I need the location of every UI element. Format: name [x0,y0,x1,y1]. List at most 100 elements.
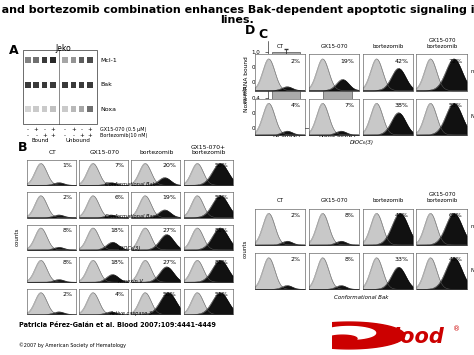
Bar [25,82,31,88]
Text: Patricia Pérez-Galán et al. Blood 2007;109:4441-4449: Patricia Pérez-Galán et al. Blood 2007;1… [19,321,216,328]
Bar [87,82,93,88]
Text: A: A [9,44,18,58]
Text: 6%: 6% [114,195,124,201]
Text: ns-si RNA: ns-si RNA [471,69,474,75]
Text: 7%: 7% [114,163,124,168]
Text: counts: counts [243,239,247,258]
Bar [62,106,68,112]
Text: 27%: 27% [163,260,176,265]
Text: 19%: 19% [163,195,176,201]
Text: ©2007 by American Society of Hematology: ©2007 by American Society of Hematology [19,343,126,348]
Bar [79,82,84,88]
Text: -: - [44,127,46,132]
Bar [71,82,76,88]
Text: 51%: 51% [215,292,228,297]
Polygon shape [293,322,405,349]
Text: 7%: 7% [345,103,355,108]
Text: 81%: 81% [215,260,228,265]
Text: +: + [51,127,55,132]
Text: 19%: 19% [341,59,355,64]
Text: Noxa-siRNA: Noxa-siRNA [471,114,474,119]
Bar [79,106,84,112]
Text: 4%: 4% [114,292,124,297]
Text: 38%: 38% [395,103,409,108]
Text: 2%: 2% [62,195,72,201]
Text: -: - [64,133,66,138]
Text: -: - [73,133,74,138]
Text: bortezomib: bortezomib [373,198,404,203]
Text: 8%: 8% [62,228,72,233]
Text: 56%: 56% [215,163,228,168]
Bar [87,106,93,112]
Text: GX15-070
bortezomib: GX15-070 bortezomib [427,38,458,49]
Text: ®: ® [453,327,460,333]
Text: +: + [88,133,92,138]
Text: lines.: lines. [220,15,254,25]
Text: CT: CT [277,198,284,203]
Bar [50,106,55,112]
Bar [42,58,47,63]
Text: 72%: 72% [448,59,463,64]
Text: Unbound: Unbound [65,138,90,143]
Bar [42,106,47,112]
FancyBboxPatch shape [23,50,97,124]
Text: CT: CT [48,151,56,155]
Bar [272,52,300,128]
Text: 81%: 81% [215,228,228,233]
Bar [71,106,76,112]
Text: 52%: 52% [215,195,228,201]
Text: 2%: 2% [291,257,301,262]
Text: CT: CT [277,44,284,49]
Text: GX15-070: GX15-070 [321,198,348,203]
Text: Active caspase 3: Active caspase 3 [109,311,152,316]
Text: 18%: 18% [110,228,124,233]
Text: 2%: 2% [62,292,72,297]
Text: Noxa-siRNA: Noxa-siRNA [471,268,474,273]
Text: 33%: 33% [395,257,409,262]
Text: 8%: 8% [62,260,72,265]
Text: -: - [27,133,29,138]
Text: +: + [34,127,38,132]
Text: GX15-070 and bortezomib combination enhances Bak-dependent apoptotic signaling i: GX15-070 and bortezomib combination enha… [0,5,474,15]
Text: ns-si RNA: ns-si RNA [471,224,474,229]
Text: 2%: 2% [291,213,301,218]
Text: +: + [71,127,76,132]
Text: 53%: 53% [449,103,463,108]
Text: Bak: Bak [100,82,112,87]
Bar [42,82,47,88]
Bar [323,76,352,128]
Text: -: - [27,127,29,132]
Text: D: D [245,24,255,37]
Text: C: C [258,28,267,41]
Polygon shape [328,335,357,342]
Text: counts: counts [243,85,247,103]
Text: +: + [51,133,55,138]
Text: blood: blood [379,327,444,347]
Text: DiOC₆(3): DiOC₆(3) [119,246,141,251]
Bar [25,106,31,112]
Text: GX15-070 (0.5 μM): GX15-070 (0.5 μM) [100,127,146,132]
Text: Bortezomib(10 nM): Bortezomib(10 nM) [100,133,147,138]
Text: 4%: 4% [291,103,301,108]
Text: -: - [64,127,66,132]
Text: Noxa: Noxa [100,107,116,112]
Text: +: + [79,133,84,138]
Text: B: B [18,141,27,154]
Text: 27%: 27% [163,228,176,233]
Text: GX15-070: GX15-070 [89,151,119,155]
Polygon shape [322,327,375,339]
Bar [50,82,55,88]
Text: 8%: 8% [345,257,355,262]
Text: -: - [81,127,82,132]
Bar [34,106,39,112]
Text: bortezomib: bortezomib [373,44,404,49]
Text: GX15-070
bortezomib: GX15-070 bortezomib [427,192,458,203]
Text: 20%: 20% [163,163,176,168]
Text: +: + [42,133,47,138]
Text: -: - [35,133,37,138]
Text: 2%: 2% [291,59,301,64]
Text: +: + [88,127,92,132]
Text: Conformational Bax: Conformational Bax [105,214,155,219]
Bar [50,58,55,63]
Text: bortezomib: bortezomib [139,151,173,155]
